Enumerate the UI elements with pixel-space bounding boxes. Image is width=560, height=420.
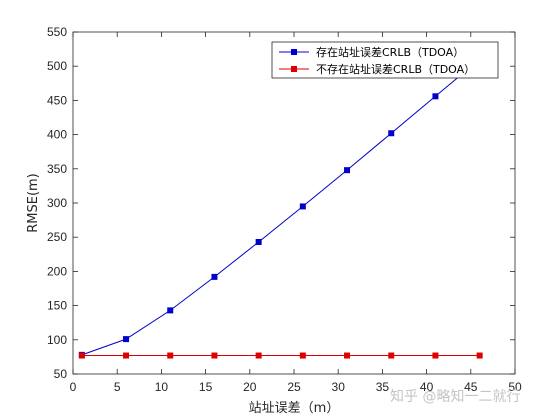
x-tick-label: 10: [155, 380, 169, 394]
series-0-point: [123, 336, 130, 343]
y-tick-label: 100: [47, 333, 67, 347]
series-0-point: [432, 93, 439, 100]
legend-entry-1-marker: [291, 66, 297, 72]
x-axis-label: 站址误差（m）: [249, 401, 340, 416]
series-0-point: [299, 203, 306, 210]
series-1-point: [388, 352, 395, 359]
series-0-point: [255, 238, 262, 245]
series-0-point: [167, 307, 174, 314]
series-1-point: [344, 352, 351, 359]
x-tick-label: 20: [243, 380, 257, 394]
series-1-point: [432, 352, 439, 359]
x-tick-label: 5: [114, 380, 121, 394]
watermark-text: 知乎 @略知一二就行: [390, 389, 521, 405]
series-0-point: [388, 130, 395, 137]
series-1-point: [167, 352, 174, 359]
series-1-point: [211, 352, 218, 359]
x-tick-label: 0: [70, 380, 77, 394]
y-tick-label: 550: [47, 25, 67, 39]
x-tick-label: 15: [199, 380, 213, 394]
legend-entry-1-label: 不存在站址误差CRLB（TDOA）: [316, 62, 475, 76]
y-tick-label: 200: [47, 264, 67, 278]
series-0-point: [344, 167, 351, 174]
x-tick-label: 30: [332, 380, 346, 394]
x-tick-label: 40: [420, 380, 434, 394]
legend-box: [271, 41, 499, 79]
legend-entry-0-marker: [291, 49, 297, 55]
series-0-line: [81, 58, 480, 356]
plot-area: [73, 32, 515, 374]
y-tick-label: 150: [47, 299, 67, 313]
y-tick-label: 450: [47, 93, 67, 107]
y-tick-label: 400: [47, 128, 67, 142]
legend: 存在站址误差CRLB（TDOA） 不存在站址误差CRLB（TDOA）: [271, 41, 499, 79]
x-tick-label: 45: [464, 380, 478, 394]
y-axis-label: RMSE(m): [26, 173, 41, 233]
plot-frame: [72, 31, 516, 375]
series-1-point: [476, 352, 483, 359]
y-tick-label: 350: [47, 162, 67, 176]
y-tick-label: 300: [47, 196, 67, 210]
x-tick-label: 25: [287, 380, 301, 394]
y-tick-label: 500: [47, 59, 67, 73]
series-1-point: [299, 352, 306, 359]
y-tick-label: 50: [54, 367, 68, 381]
y-tick-label: 250: [47, 230, 67, 244]
x-tick-label: 35: [376, 380, 390, 394]
series-1-point: [78, 352, 85, 359]
legend-entry-0-label: 存在站址误差CRLB（TDOA）: [316, 45, 464, 59]
series-0-point: [211, 273, 218, 280]
series-1-point: [255, 352, 262, 359]
series-1-point: [123, 352, 130, 359]
x-tick-label: 50: [508, 380, 522, 394]
